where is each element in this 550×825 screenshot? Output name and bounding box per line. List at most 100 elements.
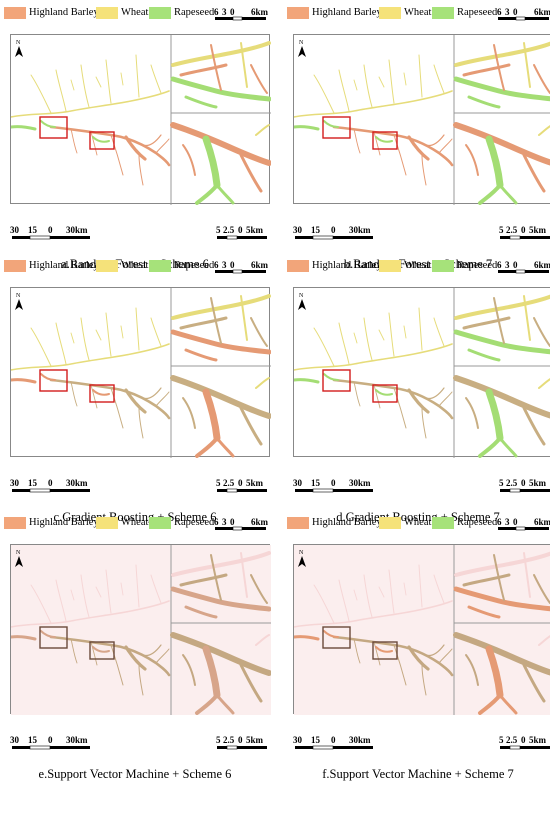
zoom-scale-tick-2-5: 2.5: [223, 225, 235, 235]
river-network-secondary: [294, 630, 393, 653]
panel-caption: d.Gradient Boosting + Scheme 7: [336, 510, 500, 524]
zoom-scale-tick-0: 0: [521, 225, 526, 235]
river-network-secondary: [294, 120, 393, 143]
scale-bars: 30 15 0 30km 5 2.5 0 5km: [293, 225, 550, 240]
map-canvas: N: [11, 35, 271, 205]
zoom-box-1: [39, 116, 68, 139]
inset-scale-tick-3: 3: [222, 260, 227, 270]
river-network-main: [49, 635, 171, 696]
zoom-scale-tick-2-5: 2.5: [223, 735, 235, 745]
map-frame: N: [293, 34, 550, 205]
main-scale-tick-0: 0: [331, 478, 336, 488]
legend-label-wheat: Wheat: [404, 7, 432, 18]
inset-scale-segment: [215, 17, 233, 20]
legend-label-highland-barley: Highland Barley: [312, 7, 382, 18]
map-canvas: N: [294, 545, 550, 715]
panel-caption: e.Support Vector Machine + Scheme 6: [38, 767, 232, 781]
legend-swatch-rapeseed: [432, 260, 454, 272]
panel-caption: c.Gradient Boosting + Scheme 6: [53, 510, 217, 524]
north-arrow-icon: N: [15, 550, 23, 567]
zoom-scale-tick-0: 0: [238, 225, 243, 235]
inset-scale-segment: [525, 527, 549, 530]
main-scale-tick-30: 30: [10, 478, 20, 488]
legend-label-rapeseed: Rapeseed: [174, 260, 215, 271]
inset-scale-tick-6km: 6km: [534, 260, 550, 270]
legend: Highland Barley Wheat Rapeseed 6 3 0 6km: [287, 516, 550, 532]
legend-label-rapeseed: Rapeseed: [457, 517, 498, 528]
zoom-scale-tick-5: 5: [499, 225, 504, 235]
inset-scale-tick-6km: 6km: [534, 7, 550, 17]
map-canvas: N: [11, 545, 271, 715]
zoom-scale-tick-5km: 5km: [529, 735, 547, 745]
map-frame: N: [10, 34, 271, 205]
inset-scale-segment: [215, 270, 233, 273]
main-scale-tick-30: 30: [293, 478, 303, 488]
river-network-secondary: [11, 630, 110, 653]
inset-scale-segment: [515, 269, 526, 274]
legend-swatch-rapeseed: [149, 7, 171, 19]
zoom-scale-tick-5: 5: [499, 478, 504, 488]
inset-scale-tick-3: 3: [505, 260, 510, 270]
legend-label-rapeseed: Rapeseed: [457, 7, 498, 18]
inset-scale-bar: 6 3 0 6km: [214, 260, 269, 274]
map-canvas: N: [11, 288, 271, 458]
inset-scale-tick-3: 3: [505, 517, 510, 527]
river-network-main: [332, 635, 454, 696]
inset-scale-tick-6km: 6km: [251, 7, 269, 17]
north-label: N: [16, 40, 21, 46]
inset-scale-segment: [498, 270, 516, 273]
main-scale-tick-15: 15: [311, 735, 321, 745]
main-scale-tick-0: 0: [48, 478, 53, 488]
zoom-box-1: [322, 626, 351, 649]
inset-scale-tick-6: 6: [497, 7, 502, 17]
inset-scale-tick-0: 0: [230, 517, 235, 527]
inset-scale-tick-3: 3: [505, 7, 510, 17]
legend-label-highland-barley: Highland Barley: [312, 260, 382, 271]
north-arrow-icon: N: [298, 550, 306, 567]
main-scale-tick-30: 30: [10, 735, 20, 745]
legend-swatch-wheat: [379, 7, 401, 19]
legend-swatch-wheat: [96, 260, 118, 272]
map-panel-a: Highland Barley Wheat Rapeseed 6 3 0 6km: [0, 0, 271, 275]
main-scale-bar: 30 15 0 30km: [10, 735, 90, 750]
inset-scale-segment: [515, 526, 526, 531]
legend-label-highland-barley: Highland Barley: [29, 517, 99, 528]
north-label: N: [16, 550, 21, 556]
main-scale-tick-30: 30: [10, 225, 20, 235]
north-arrow-icon: N: [15, 40, 23, 57]
legend-swatch-highland-barley: [4, 7, 26, 19]
legend-swatch-rapeseed: [149, 260, 171, 272]
north-label: N: [299, 40, 304, 46]
inset-scale-segment: [525, 270, 549, 273]
river-network-secondary: [11, 120, 110, 143]
legend-label-rapeseed: Rapeseed: [174, 517, 215, 528]
scale-bars: 30 15 0 30km 5 2.5 0 5km: [10, 225, 267, 240]
zoom-box-1: [39, 626, 68, 649]
inset-zoom-1: [170, 551, 271, 619]
zoom-scale-tick-0: 0: [521, 735, 526, 745]
inset-scale-tick-3: 3: [222, 517, 227, 527]
river-network-upper: [11, 564, 170, 628]
river-network-main: [49, 125, 171, 186]
map-frame: N: [293, 544, 550, 715]
inset-zoom-1: [453, 41, 550, 109]
main-scale-tick-15: 15: [28, 478, 38, 488]
main-scale-tick-30km: 30km: [349, 478, 371, 488]
main-scale-tick-30km: 30km: [349, 225, 371, 235]
inset-scale-tick-6km: 6km: [534, 517, 550, 527]
classification-background: [294, 545, 550, 715]
inset-scale-segment: [515, 16, 526, 21]
zoom-scale-tick-2-5: 2.5: [506, 478, 518, 488]
main-scale-bar: 30 15 0 30km: [10, 225, 90, 240]
inset-scale-tick-6km: 6km: [251, 260, 269, 270]
legend-label-highland-barley: Highland Barley: [312, 517, 382, 528]
legend-swatch-highland-barley: [4, 260, 26, 272]
legend: Highland Barley Wheat Rapeseed 6 3 0 6km: [4, 6, 269, 22]
inset-scale-tick-6: 6: [497, 260, 502, 270]
legend-label-rapeseed: Rapeseed: [174, 7, 215, 18]
river-network-upper: [294, 307, 453, 371]
inset-scale-tick-0: 0: [230, 7, 235, 17]
inset-zoom-2: [170, 632, 271, 715]
inset-zoom-2: [453, 122, 550, 205]
main-scale-tick-0: 0: [48, 225, 53, 235]
